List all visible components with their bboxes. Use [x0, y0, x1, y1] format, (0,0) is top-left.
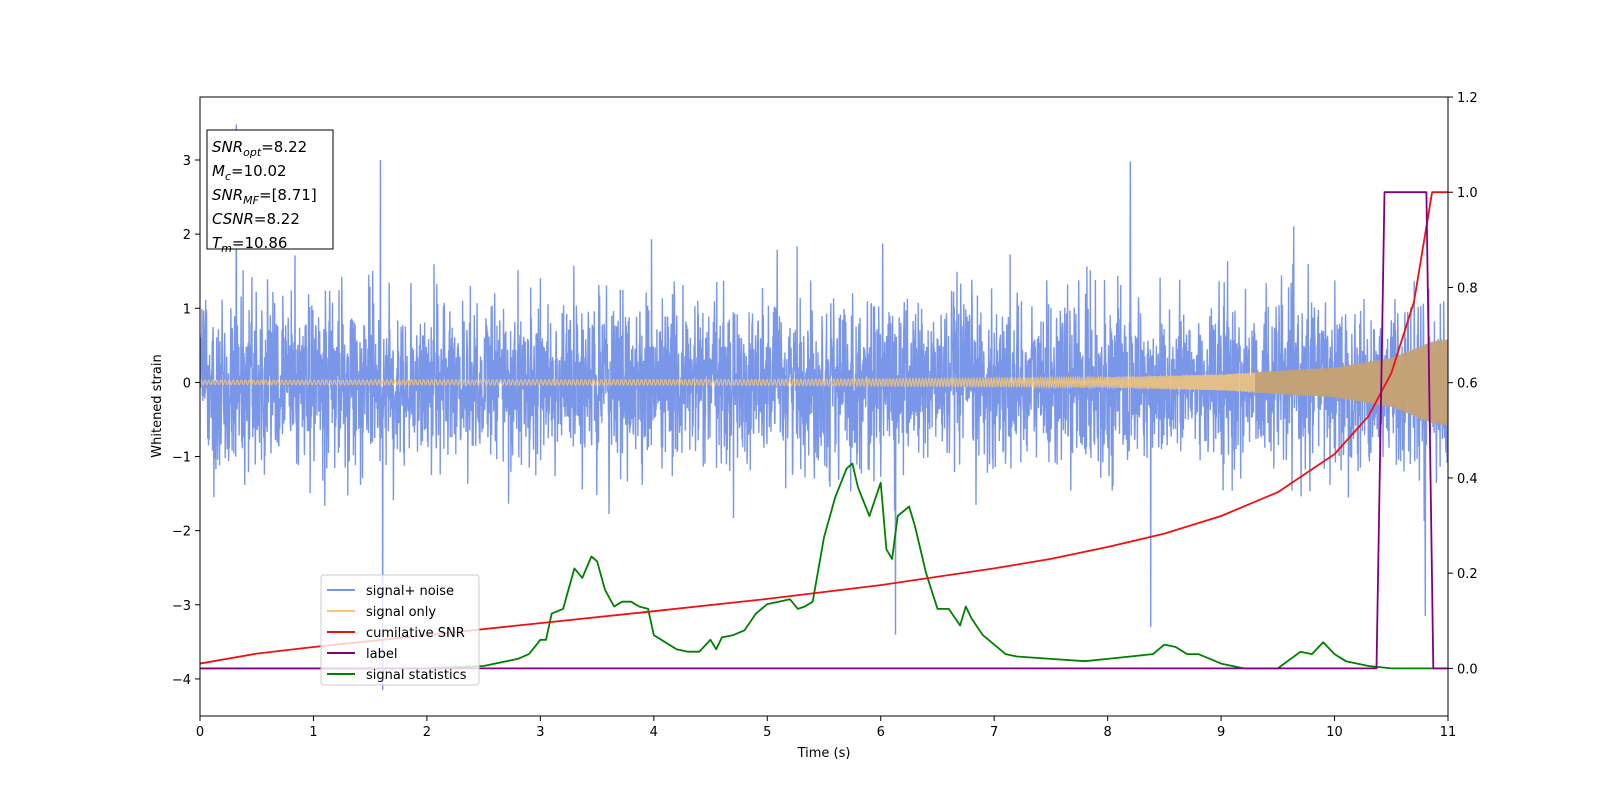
x-tick-label: 8: [1103, 725, 1111, 740]
legend-entry: cumilative SNR: [366, 626, 465, 641]
annotation-line: SNRMF=[8.71]: [212, 186, 317, 207]
y-tick-label: −1: [172, 451, 191, 466]
legend: signal+ noise signal only cumilative SNR la…: [320, 574, 480, 686]
legend-frame: [320, 574, 480, 686]
y2-tick-label: 0.2: [1457, 567, 1478, 582]
x-tick-label: 5: [763, 725, 771, 740]
y2-tick-label: 1.0: [1457, 186, 1478, 201]
signal-only-envelope-fill: [1255, 339, 1448, 426]
legend-entry: signal statistics: [366, 668, 467, 683]
stats-annotation-box: SNRopt=8.22 Mc=10.02 SNRMF=[8.71] CSNR=8.22…: [206, 129, 334, 255]
y-tick-label: 0: [183, 376, 191, 391]
x-tick-label: 1: [309, 725, 317, 740]
annotation-line: SNRopt=8.22: [212, 138, 307, 159]
series-label: [200, 191, 1448, 670]
y-tick-label: −2: [172, 525, 191, 540]
y-tick-label: 2: [183, 228, 191, 243]
x-tick-label: 0: [196, 725, 204, 740]
x-axis: 0 1 2 3 4 5 6 7 8 9 10 11: [196, 716, 1456, 740]
y2-tick-label: 0.0: [1457, 662, 1478, 677]
series-signal-statistics: [200, 462, 1448, 670]
series-layer: [200, 124, 1448, 691]
annotation-line: Mc=10.02: [212, 162, 287, 183]
y2-tick-label: 0.6: [1457, 377, 1478, 392]
x-tick-label: 11: [1440, 725, 1457, 740]
x-tick-label: 2: [423, 725, 431, 740]
y2-tick-label: 1.2: [1457, 91, 1478, 106]
legend-entry: signal only: [366, 605, 436, 620]
y-tick-label: −3: [172, 599, 191, 614]
x-tick-label: 9: [1217, 725, 1225, 740]
x-tick-label: 4: [650, 725, 658, 740]
y2-tick-label: 0.8: [1457, 281, 1478, 296]
y-axis-right: 0.0 0.2 0.4 0.6 0.8 1.0 1.2: [1448, 91, 1478, 677]
x-tick-label: 3: [536, 725, 544, 740]
legend-entry: signal+ noise: [366, 584, 454, 599]
annotation-line: CSNR=8.22: [212, 210, 300, 228]
series-signal-only: [200, 339, 1448, 425]
y-axis-left: −4 −3 −2 −1 0 1 2 3: [172, 154, 200, 688]
x-tick-label: 6: [877, 725, 885, 740]
series-signal-noise: [200, 124, 1448, 691]
y-tick-label: −4: [172, 673, 191, 688]
x-axis-label: Time (s): [797, 746, 851, 761]
y-tick-label: 1: [183, 302, 191, 317]
plot-frame: [199, 96, 1449, 717]
x-tick-label: 10: [1326, 725, 1343, 740]
y-tick-label: 3: [183, 154, 191, 169]
y2-tick-label: 0.4: [1457, 472, 1478, 487]
x-tick-label: 7: [990, 725, 998, 740]
annotation-line: Tm=10.86: [212, 234, 287, 255]
legend-entry: label: [366, 647, 397, 662]
y-axis-label: Whitened strain: [150, 354, 165, 457]
annotation-frame: [206, 129, 334, 250]
